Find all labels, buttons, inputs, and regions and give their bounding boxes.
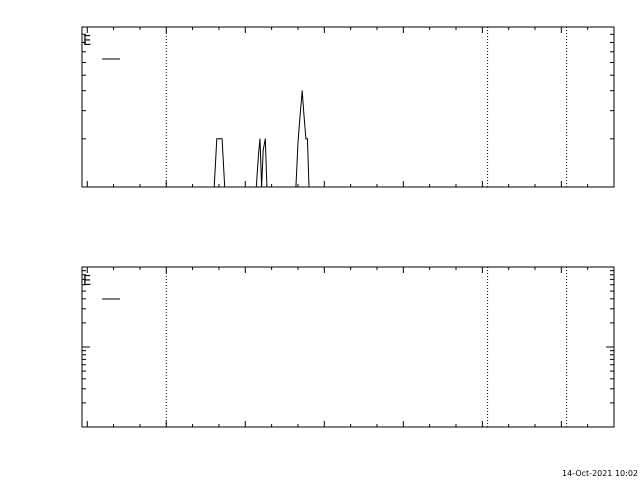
plot-frame (81, 26, 615, 188)
footer-timestamp: 14-Oct-2021 10:02 (562, 469, 638, 478)
chart-hi-channel: E (81, 266, 615, 428)
data-point (224, 186, 226, 188)
data-point (255, 186, 257, 188)
data-point (303, 112, 305, 114)
data-point (295, 186, 297, 188)
data-point (259, 138, 261, 140)
data-point (261, 186, 263, 188)
data-point (264, 138, 266, 140)
series-line (213, 90, 310, 188)
data-point (258, 153, 259, 155)
data-point (266, 186, 268, 188)
data-point (216, 138, 218, 140)
data-point (299, 115, 301, 116)
data-point (219, 138, 220, 140)
data-point (297, 141, 299, 143)
data-point (262, 149, 264, 151)
data-point (305, 138, 307, 140)
plot-frame (81, 266, 615, 428)
data-point (221, 138, 223, 140)
data-point (301, 90, 303, 92)
event-marker-label-start: E (83, 274, 91, 289)
event-marker-label-start: E (83, 34, 91, 49)
data-point (307, 138, 308, 140)
data-point (308, 186, 310, 188)
data-point (213, 186, 215, 188)
chart-lo-channel: E (81, 26, 615, 188)
